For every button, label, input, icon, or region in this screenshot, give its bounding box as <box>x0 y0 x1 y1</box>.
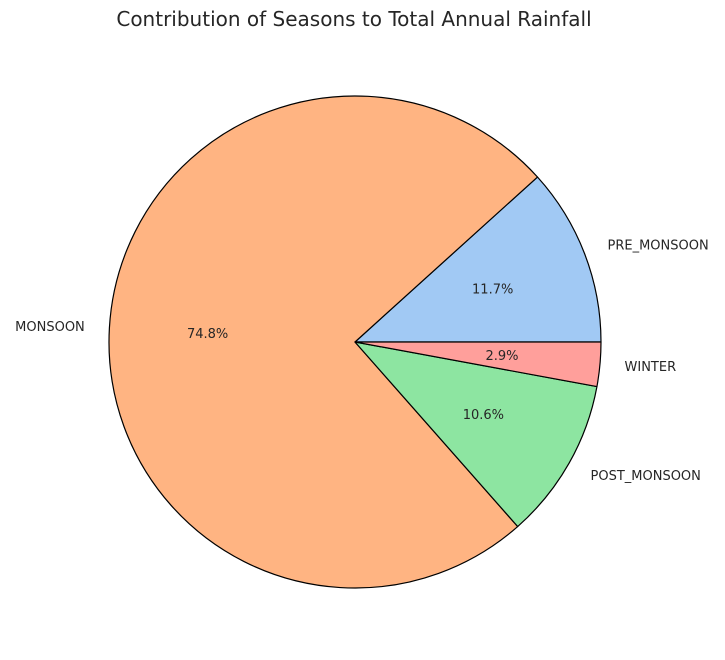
slice-label-monsoon: MONSOON <box>15 320 85 335</box>
pct-label-monsoon: 74.8% <box>187 327 228 342</box>
pct-label-winter: 2.9% <box>485 349 518 364</box>
slice-label-post-monsoon: POST_MONSOON <box>591 469 701 484</box>
pie-slice-post-monsoon <box>354 341 598 528</box>
pie-labels: 11.7% PRE_MONSOON 74.8% MONSOON 10.6% POST_MO… <box>15 238 709 483</box>
pie-slices <box>108 95 602 589</box>
slice-label-winter: WINTER <box>625 360 677 375</box>
pie-slice-winter <box>354 341 602 388</box>
pct-label-post-monsoon: 10.6% <box>463 408 504 423</box>
pie-slice-pre-monsoon <box>354 176 602 343</box>
chart-title: Contribution of Seasons to Total Annual … <box>116 7 591 31</box>
slice-label-pre-monsoon: PRE_MONSOON <box>608 238 709 253</box>
pie-slice-monsoon <box>108 95 539 589</box>
pct-label-pre-monsoon: 11.7% <box>472 283 513 298</box>
